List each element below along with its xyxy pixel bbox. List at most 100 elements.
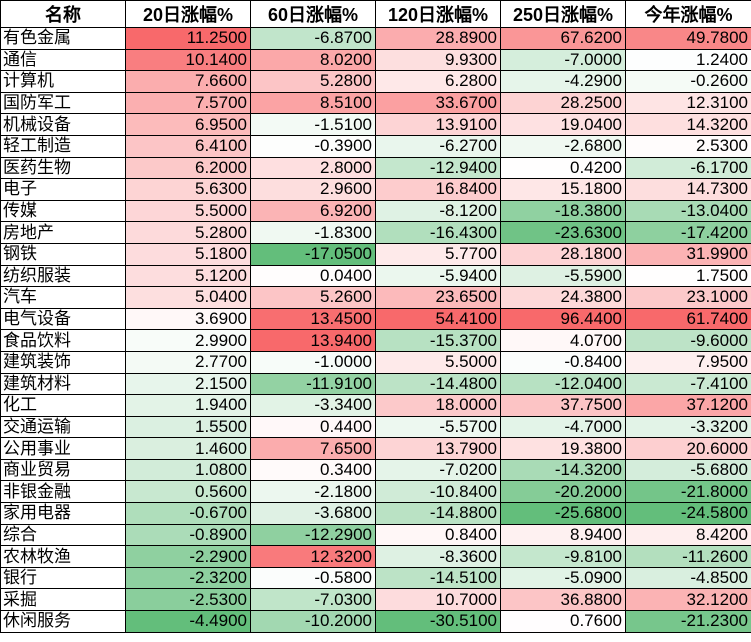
cell-20d: 2.9900	[125, 329, 251, 352]
header-250d: 250日涨幅%	[500, 0, 626, 28]
cell-250d: -0.8400	[500, 350, 626, 374]
table-row: 建筑材料 2.1500 -11.9100 -14.4800 -12.0400 -7.410…	[0, 372, 751, 396]
cell-120d: -5.9400	[375, 264, 501, 288]
cell-250d: -18.3800	[500, 199, 626, 223]
header-name: 名称	[0, 0, 126, 28]
cell-250d: 19.3800	[500, 437, 626, 460]
cell-ytd: -11.2600	[625, 545, 751, 568]
cell-20d: 5.1800	[125, 242, 251, 266]
industry-name: 传媒	[0, 199, 126, 223]
cell-ytd: -24.5800	[625, 502, 751, 525]
cell-60d: 5.2800	[250, 70, 376, 93]
cell-20d: -2.3200	[125, 566, 251, 590]
cell-20d: 2.1500	[125, 372, 251, 396]
cell-120d: 13.7900	[375, 437, 501, 460]
table-row: 房地产 5.2800 -1.8300 -16.4300 -23.6300 -17.4200	[0, 221, 751, 244]
cell-120d: -16.4300	[375, 221, 501, 244]
cell-250d: -2.6800	[500, 134, 626, 158]
cell-20d: -2.5300	[125, 588, 251, 612]
table-row: 传媒 5.5000 6.9200 -8.1200 -18.3800 -13.0400	[0, 199, 751, 223]
cell-ytd: 32.1200	[625, 588, 751, 612]
cell-20d: 0.5600	[125, 480, 251, 504]
table-row: 休闲服务 -4.4900 -10.2000 -30.5100 0.7600 -21.230…	[0, 610, 751, 633]
cell-250d: 37.7500	[500, 394, 626, 417]
cell-20d: 7.6600	[125, 70, 251, 93]
industry-name: 家用电器	[0, 502, 126, 525]
industry-name: 计算机	[0, 70, 126, 93]
cell-20d: 1.0800	[125, 458, 251, 482]
cell-ytd: 14.7300	[625, 178, 751, 201]
cell-60d: -11.9100	[250, 372, 376, 396]
cell-120d: 5.5000	[375, 350, 501, 374]
cell-60d: -17.0500	[250, 242, 376, 266]
cell-ytd: 31.9900	[625, 242, 751, 266]
table-row: 医药生物 6.2000 2.8000 -12.9400 0.4200 -6.1700	[0, 156, 751, 180]
cell-60d: 13.9400	[250, 329, 376, 352]
cell-250d: 96.4400	[500, 307, 626, 331]
cell-ytd: 20.6000	[625, 437, 751, 460]
cell-250d: 0.7600	[500, 610, 626, 633]
cell-60d: -1.8300	[250, 221, 376, 244]
cell-20d: -0.6700	[125, 502, 251, 525]
cell-250d: -23.6300	[500, 221, 626, 244]
industry-name: 医药生物	[0, 156, 126, 180]
cell-60d: -1.5100	[250, 113, 376, 136]
cell-250d: 36.8800	[500, 588, 626, 612]
cell-60d: -6.8700	[250, 27, 376, 50]
cell-ytd: -5.6800	[625, 458, 751, 482]
cell-ytd: 37.1200	[625, 394, 751, 417]
cell-120d: -30.5100	[375, 610, 501, 633]
industry-name: 食品饮料	[0, 329, 126, 352]
header-row: 名称 20日涨幅% 60日涨幅% 120日涨幅% 250日涨幅% 今年涨幅%	[0, 0, 751, 28]
cell-60d: -0.5800	[250, 566, 376, 590]
cell-120d: -14.8800	[375, 502, 501, 525]
cell-120d: 0.8400	[375, 523, 501, 547]
cell-20d: 11.2500	[125, 27, 251, 50]
industry-name: 钢铁	[0, 242, 126, 266]
cell-60d: 8.5100	[250, 91, 376, 115]
table-row: 电子 5.6300 2.9600 16.8400 15.1800 14.7300	[0, 178, 751, 201]
table-row: 汽车 5.0400 5.2600 23.6500 24.3800 23.1000	[0, 286, 751, 309]
cell-ytd: -21.2300	[625, 610, 751, 633]
industry-name: 电子	[0, 178, 126, 201]
table-row: 农林牧渔 -2.2900 12.3200 -8.3600 -9.8100 -11.2600	[0, 545, 751, 568]
cell-250d: 0.4200	[500, 156, 626, 180]
cell-250d: 28.2500	[500, 91, 626, 115]
cell-250d: -4.2900	[500, 70, 626, 93]
cell-ytd: -9.6000	[625, 329, 751, 352]
cell-250d: 67.6200	[500, 27, 626, 50]
cell-120d: -6.2700	[375, 134, 501, 158]
cell-20d: 5.6300	[125, 178, 251, 201]
cell-ytd: -0.2600	[625, 70, 751, 93]
cell-60d: 2.9600	[250, 178, 376, 201]
cell-20d: -2.2900	[125, 545, 251, 568]
cell-250d: -12.0400	[500, 372, 626, 396]
cell-120d: 28.8900	[375, 27, 501, 50]
cell-250d: -25.6800	[500, 502, 626, 525]
cell-120d: 5.7700	[375, 242, 501, 266]
cell-60d: 2.8000	[250, 156, 376, 180]
cell-20d: 1.5500	[125, 415, 251, 439]
cell-60d: -7.0300	[250, 588, 376, 612]
table-row: 轻工制造 6.4100 -0.3900 -6.2700 -2.6800 2.5300	[0, 134, 751, 158]
cell-20d: 5.1200	[125, 264, 251, 288]
cell-120d: 16.8400	[375, 178, 501, 201]
cell-60d: -1.0000	[250, 350, 376, 374]
cell-250d: -20.2000	[500, 480, 626, 504]
cell-250d: -9.8100	[500, 545, 626, 568]
table-row: 有色金属 11.2500 -6.8700 28.8900 67.6200 49.7800	[0, 27, 751, 50]
industry-name: 休闲服务	[0, 610, 126, 633]
table-row: 通信 10.1400 8.0200 9.9300 -7.0000 1.2400	[0, 48, 751, 72]
industry-name: 商业贸易	[0, 458, 126, 482]
table-row: 公用事业 1.4600 7.6500 13.7900 19.3800 20.6000	[0, 437, 751, 460]
table-row: 综合 -0.8900 -12.2900 0.8400 8.9400 8.4200	[0, 523, 751, 547]
table-row: 银行 -2.3200 -0.5800 -14.5100 -5.0900 -4.8500	[0, 566, 751, 590]
industry-name: 国防军工	[0, 91, 126, 115]
cell-ytd: -21.8000	[625, 480, 751, 504]
cell-250d: -14.3200	[500, 458, 626, 482]
industry-name: 化工	[0, 394, 126, 417]
cell-ytd: -7.4100	[625, 372, 751, 396]
header-ytd: 今年涨幅%	[625, 0, 751, 28]
table-row: 机械设备 6.9500 -1.5100 13.9100 19.0400 14.3200	[0, 113, 751, 136]
